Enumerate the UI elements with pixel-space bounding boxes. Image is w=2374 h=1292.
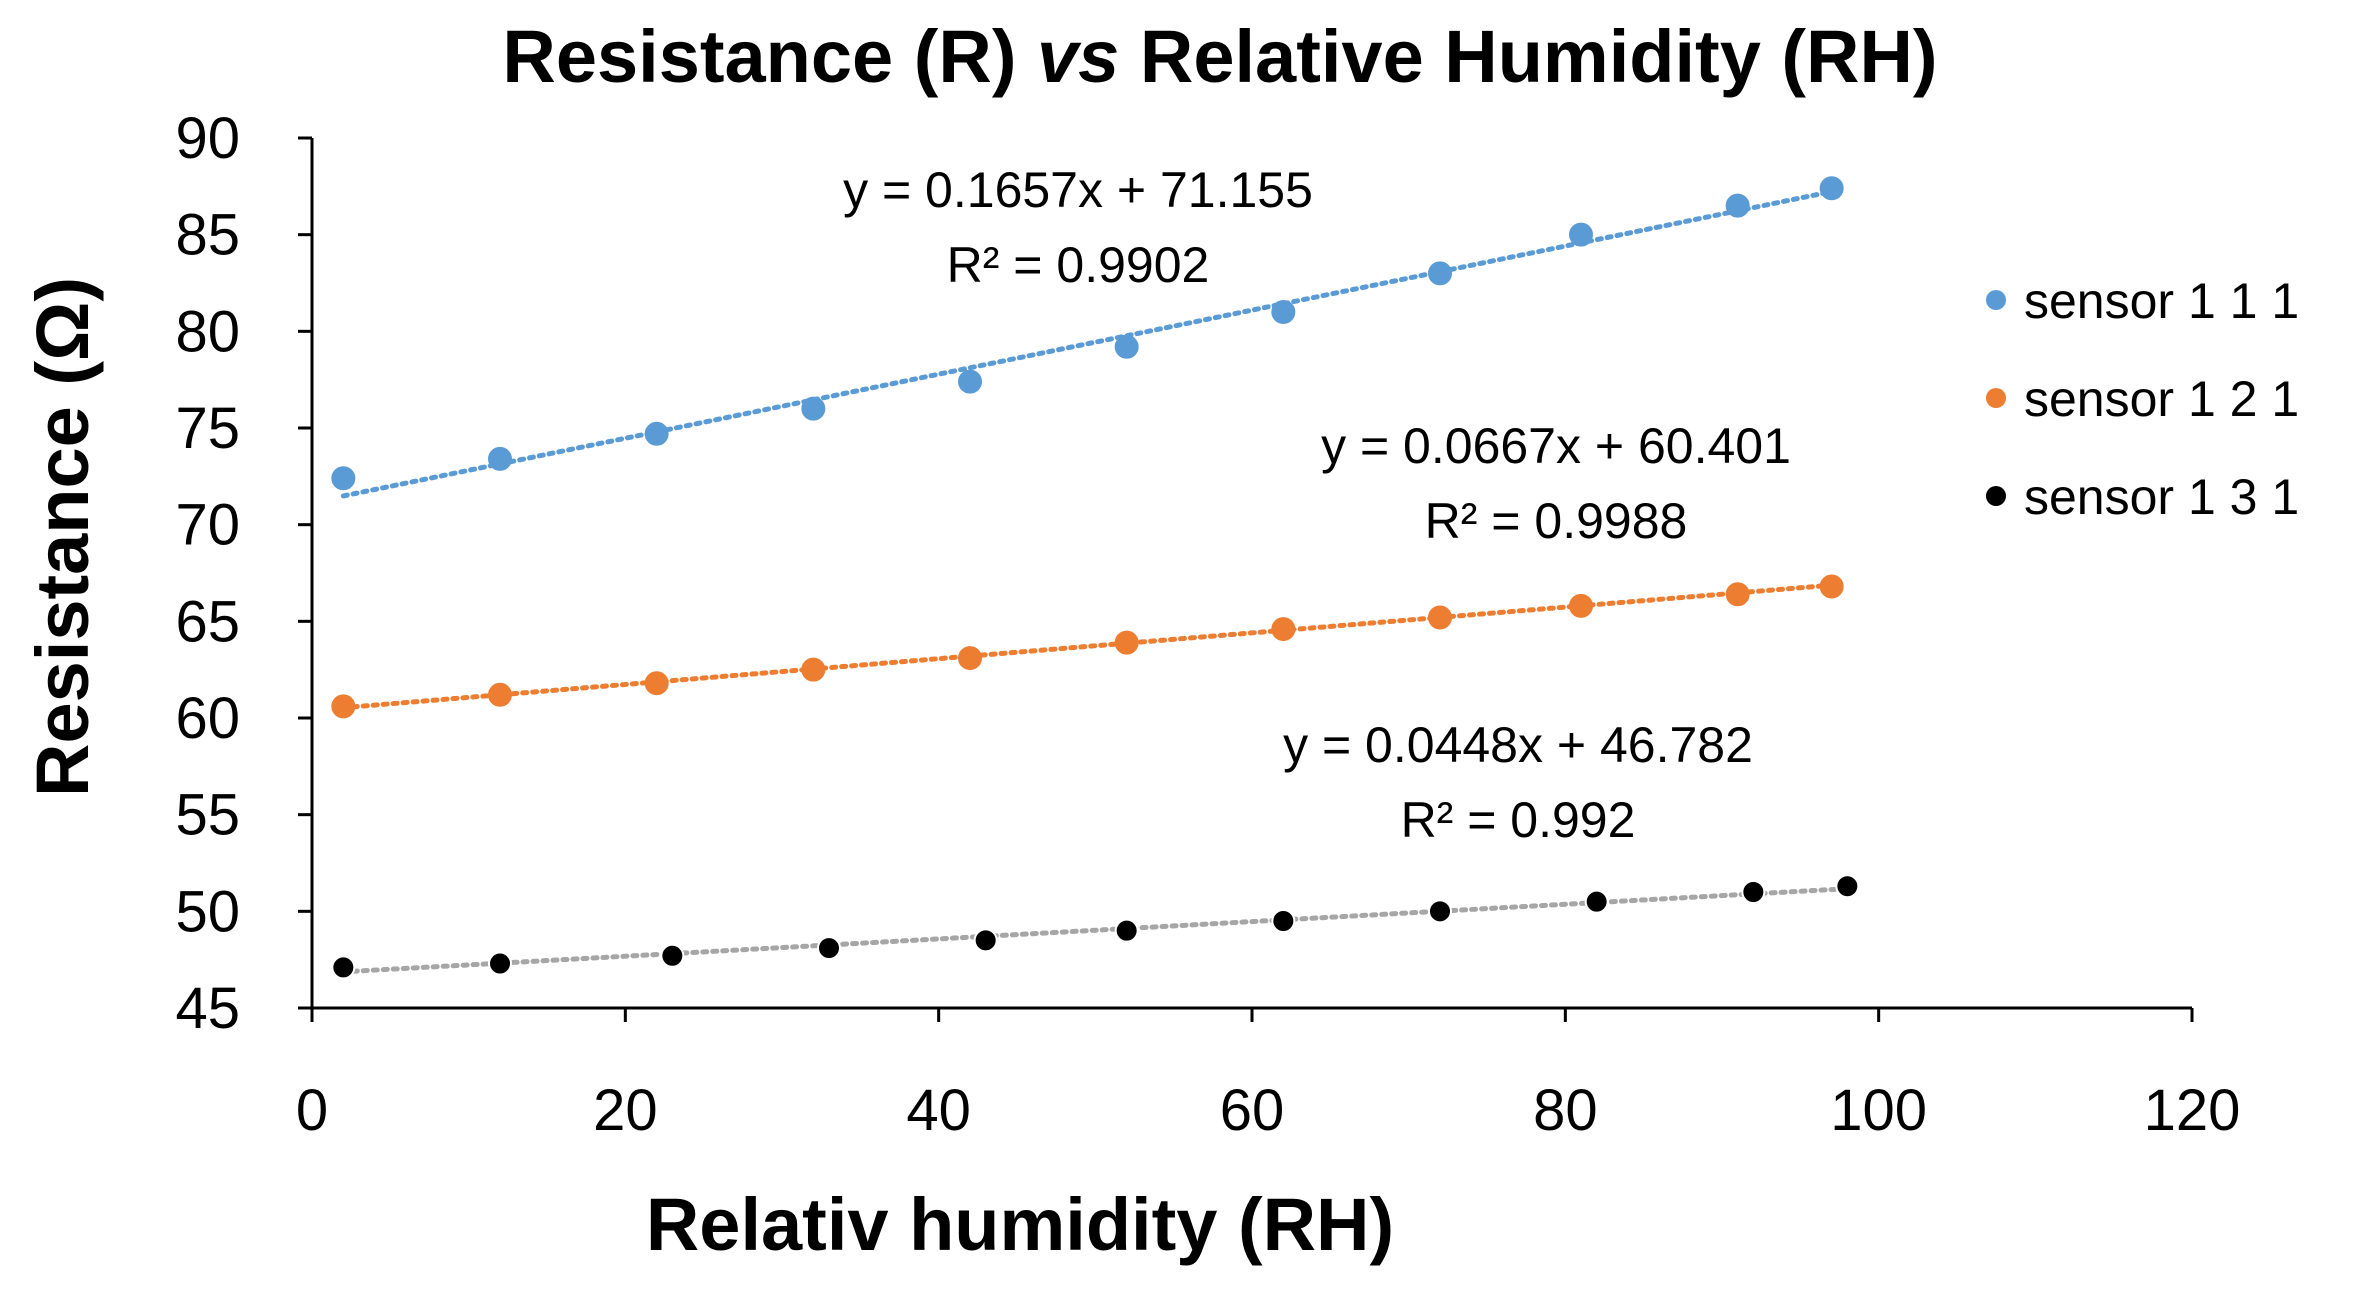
data-point <box>331 694 356 719</box>
legend-marker <box>1986 388 2006 408</box>
trendline-equation: y = 0.1657x + 71.155 <box>843 162 1313 218</box>
data-point <box>1819 176 1844 201</box>
data-point <box>1428 605 1452 630</box>
y-tick-label: 60 <box>175 686 240 751</box>
x-tick-label: 20 <box>593 1078 658 1143</box>
data-point <box>1428 899 1452 924</box>
x-ticks: 0 20 40 60 80 100 120 <box>296 1008 2241 1143</box>
data-point <box>1569 222 1593 247</box>
x-axis-label: Relativ humidity (RH) <box>646 1183 1394 1266</box>
trendline-r-squared: R² = 0.9902 <box>947 237 1210 293</box>
data-point <box>973 928 998 953</box>
trendline <box>340 886 1850 975</box>
data-point <box>1584 889 1609 914</box>
trendline-equation: y = 0.0667x + 60.401 <box>1321 418 1791 474</box>
data-point <box>1114 334 1139 359</box>
data-point <box>1428 261 1452 286</box>
legend-marker <box>1986 486 2006 506</box>
data-points <box>331 176 1860 980</box>
x-tick-label: 40 <box>906 1078 971 1143</box>
legend-label: sensor 1 1 1 <box>2024 273 2299 329</box>
y-tick-label: 75 <box>175 396 240 461</box>
x-tick-label: 120 <box>2144 1078 2241 1143</box>
data-point <box>801 657 826 682</box>
data-point <box>1271 909 1296 933</box>
data-point <box>1741 880 1766 904</box>
data-point <box>1819 574 1844 599</box>
x-tick-label: 80 <box>1533 1078 1598 1143</box>
data-point <box>958 646 982 671</box>
legend-label: sensor 1 2 1 <box>2024 371 2299 427</box>
data-point <box>331 466 356 491</box>
data-point <box>817 936 841 961</box>
y-tick-label: 65 <box>175 589 240 654</box>
axes <box>310 138 2192 1010</box>
trendline-r-squared: R² = 0.992 <box>1401 792 1636 848</box>
data-point <box>660 943 685 968</box>
legend: sensor 1 1 1 sensor 1 2 1 sensor 1 3 1 <box>1986 273 2299 525</box>
data-point <box>801 396 826 421</box>
data-point <box>1271 617 1296 642</box>
legend-label: sensor 1 3 1 <box>2024 469 2299 525</box>
data-point <box>958 369 982 394</box>
trendline-equation: y = 0.0448x + 46.782 <box>1283 717 1753 773</box>
y-tick-label: 85 <box>175 203 240 268</box>
y-tick-label: 45 <box>175 976 240 1041</box>
y-tick-label: 50 <box>175 879 240 944</box>
y-tick-label: 80 <box>175 299 240 364</box>
x-tick-label: 0 <box>296 1078 328 1143</box>
data-point <box>644 671 669 696</box>
data-point <box>331 955 356 980</box>
legend-marker <box>1986 290 2006 310</box>
x-tick-label: 100 <box>1830 1078 1927 1143</box>
y-tick-label: 90 <box>175 106 240 171</box>
chart-title: Resistance (R) vs Relative Humidity (RH) <box>502 15 1937 98</box>
data-point <box>1725 582 1750 607</box>
data-point <box>488 682 512 707</box>
y-axis-label: Resistance (Ω) <box>21 277 104 797</box>
data-point <box>1835 874 1860 899</box>
y-tick-label: 55 <box>175 783 240 848</box>
data-point <box>1271 300 1296 324</box>
data-point <box>644 421 669 446</box>
data-point <box>1114 918 1139 943</box>
equations: y = 0.1657x + 71.155 R² = 0.9902 y = 0.066… <box>843 162 1791 848</box>
data-point <box>1569 593 1593 618</box>
trendline-r-squared: R² = 0.9988 <box>1425 493 1688 549</box>
trendline <box>340 582 1835 711</box>
data-point <box>488 446 512 471</box>
x-tick-label: 60 <box>1220 1078 1285 1143</box>
y-tick-label: 70 <box>175 493 240 558</box>
data-point <box>1725 193 1750 218</box>
trendlines <box>340 189 1850 975</box>
data-point <box>488 951 512 976</box>
data-point <box>1114 630 1139 655</box>
y-ticks: 45 50 55 60 65 70 75 80 85 90 <box>175 106 312 1041</box>
